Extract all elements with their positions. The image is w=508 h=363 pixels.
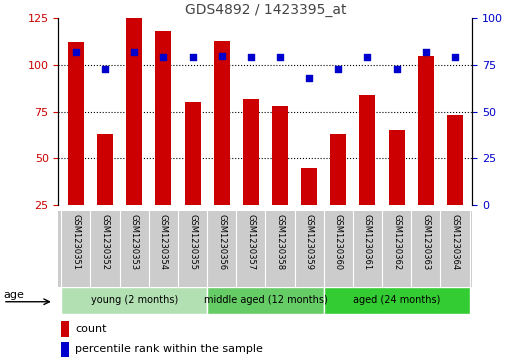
Text: age: age xyxy=(3,290,24,300)
Text: GSM1230356: GSM1230356 xyxy=(217,214,226,270)
Bar xyxy=(126,18,142,205)
Text: GSM1230358: GSM1230358 xyxy=(275,214,284,270)
Text: middle aged (12 months): middle aged (12 months) xyxy=(204,295,327,305)
Text: GSM1230355: GSM1230355 xyxy=(188,214,197,270)
Text: GSM1230352: GSM1230352 xyxy=(101,214,110,270)
Point xyxy=(393,66,401,72)
Point xyxy=(363,54,371,60)
Bar xyxy=(243,98,259,205)
Bar xyxy=(389,130,405,205)
Point xyxy=(305,75,313,81)
Point xyxy=(247,54,255,60)
Bar xyxy=(272,106,288,205)
Bar xyxy=(155,31,171,205)
Point xyxy=(334,66,342,72)
Bar xyxy=(330,134,346,205)
Title: GDS4892 / 1423395_at: GDS4892 / 1423395_at xyxy=(185,3,346,17)
Point xyxy=(451,54,459,60)
Point xyxy=(160,54,168,60)
Bar xyxy=(214,41,230,205)
Text: young (2 months): young (2 months) xyxy=(90,295,178,305)
Text: GSM1230353: GSM1230353 xyxy=(130,214,139,270)
Point xyxy=(422,49,430,55)
Bar xyxy=(447,115,463,205)
Point xyxy=(276,54,284,60)
Text: GSM1230361: GSM1230361 xyxy=(363,214,372,270)
Point xyxy=(217,53,226,58)
Text: aged (24 months): aged (24 months) xyxy=(353,295,440,305)
Bar xyxy=(184,102,201,205)
Text: GSM1230359: GSM1230359 xyxy=(305,214,313,270)
Bar xyxy=(61,342,69,357)
Bar xyxy=(324,287,469,314)
Bar xyxy=(301,168,317,205)
Point xyxy=(101,66,109,72)
Text: count: count xyxy=(75,324,107,334)
Text: GSM1230354: GSM1230354 xyxy=(159,214,168,270)
Text: GSM1230357: GSM1230357 xyxy=(246,214,256,270)
Bar xyxy=(61,287,207,314)
Text: GSM1230362: GSM1230362 xyxy=(392,214,401,270)
Bar xyxy=(360,95,375,205)
Bar xyxy=(97,134,113,205)
Bar xyxy=(68,42,84,205)
Text: GSM1230360: GSM1230360 xyxy=(334,214,343,270)
Bar xyxy=(418,56,434,205)
Bar xyxy=(61,322,69,337)
Point xyxy=(130,49,138,55)
Point xyxy=(188,54,197,60)
Text: GSM1230363: GSM1230363 xyxy=(421,214,430,270)
Text: GSM1230364: GSM1230364 xyxy=(451,214,459,270)
Text: percentile rank within the sample: percentile rank within the sample xyxy=(75,344,263,354)
Text: GSM1230351: GSM1230351 xyxy=(72,214,80,270)
Bar xyxy=(207,287,324,314)
Point xyxy=(72,49,80,55)
